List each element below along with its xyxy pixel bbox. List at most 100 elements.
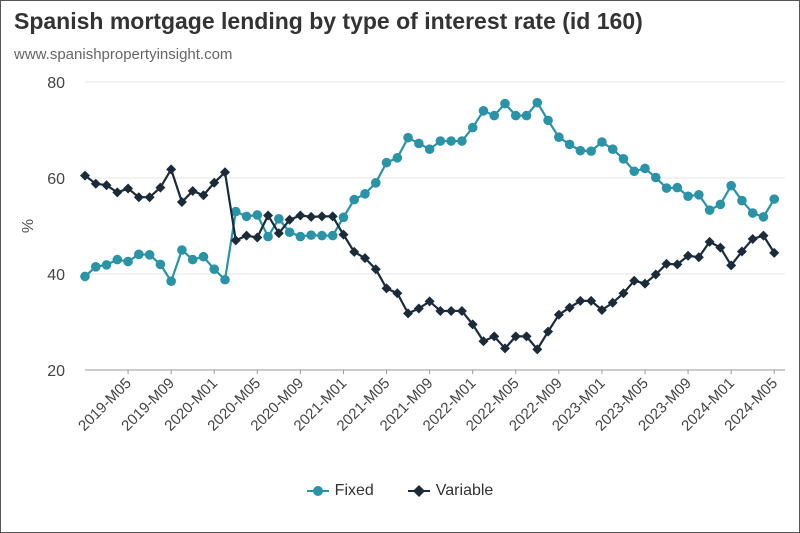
data-point-fixed <box>694 190 704 200</box>
data-point-variable <box>683 250 694 261</box>
data-point-fixed <box>758 212 769 222</box>
data-point-fixed <box>726 180 736 191</box>
data-point-fixed <box>769 194 780 204</box>
data-point-variable <box>403 308 414 319</box>
data-point-variable <box>672 259 683 270</box>
data-point-fixed <box>543 115 553 126</box>
data-point-fixed <box>112 254 123 265</box>
data-point-fixed <box>187 254 198 265</box>
data-point-fixed <box>306 230 316 240</box>
data-point-fixed <box>457 136 467 146</box>
data-point-fixed <box>467 122 478 133</box>
data-point-fixed <box>403 132 413 143</box>
data-point-variable <box>435 305 446 316</box>
data-point-fixed <box>478 106 489 116</box>
data-point-fixed <box>349 194 360 205</box>
data-point-variable <box>360 253 370 264</box>
data-point-fixed <box>629 166 640 177</box>
data-point-fixed <box>263 231 273 242</box>
y-tick-label: 80 <box>47 75 65 92</box>
data-point-fixed <box>446 136 456 146</box>
legend-variable-label: Variable <box>435 482 494 499</box>
data-point-fixed <box>198 251 209 262</box>
data-point-fixed <box>295 231 306 242</box>
data-point-variable <box>489 331 500 342</box>
data-point-variable <box>112 187 123 198</box>
data-point-fixed <box>252 210 263 220</box>
data-point-variable <box>295 210 306 221</box>
data-point-variable <box>607 297 618 308</box>
data-point-variable <box>392 288 403 299</box>
data-point-variable <box>284 214 295 225</box>
data-point-variable <box>564 302 575 313</box>
data-point-fixed <box>737 195 747 206</box>
data-point-variable <box>456 305 467 316</box>
data-point-fixed <box>134 249 144 260</box>
data-point-variable <box>424 296 435 307</box>
y-axis-label: % <box>20 219 37 233</box>
legend-item-variable[interactable]: Variable <box>407 482 494 500</box>
data-point-fixed <box>360 189 370 199</box>
data-point-fixed <box>532 97 543 108</box>
data-point-fixed <box>747 208 758 218</box>
data-point-variable <box>381 283 392 294</box>
data-point-variable <box>500 343 510 354</box>
data-point-variable <box>316 211 327 222</box>
data-point-variable <box>532 344 543 355</box>
data-point-fixed <box>424 144 435 154</box>
legend-variable-marker-icon <box>407 485 430 497</box>
data-point-fixed <box>144 250 155 260</box>
data-point-variable <box>726 260 737 271</box>
data-point-variable <box>715 242 726 253</box>
data-point-variable <box>553 309 564 320</box>
data-point-fixed <box>381 157 392 168</box>
data-point-variable <box>101 180 112 191</box>
data-point-variable <box>629 275 640 286</box>
chart-legend: Fixed Variable <box>0 482 800 500</box>
data-point-variable <box>230 235 241 246</box>
y-tick-label: 40 <box>47 267 65 284</box>
data-point-variable <box>327 211 338 222</box>
data-point-variable <box>758 230 769 241</box>
data-point-fixed <box>661 183 672 193</box>
data-point-variable <box>263 210 274 221</box>
data-point-fixed <box>155 259 166 270</box>
data-point-fixed <box>370 178 381 188</box>
data-point-variable <box>586 295 597 306</box>
chart-title: Spanish mortgage lending by type of inte… <box>14 8 643 34</box>
data-point-variable <box>596 305 607 315</box>
data-point-variable <box>704 236 715 247</box>
data-point-variable <box>747 233 758 244</box>
data-point-variable <box>220 167 230 178</box>
series-line-fixed <box>85 100 776 284</box>
data-point-variable <box>661 258 672 269</box>
data-point-variable <box>575 295 586 306</box>
data-point-fixed <box>327 230 338 241</box>
data-point-fixed <box>90 262 101 272</box>
data-point-fixed <box>607 144 618 154</box>
data-point-fixed <box>554 132 564 142</box>
data-point-variable <box>467 319 478 330</box>
data-point-variable <box>521 331 532 342</box>
data-point-fixed <box>510 110 521 121</box>
data-point-variable <box>338 229 349 240</box>
data-point-variable <box>166 164 177 175</box>
data-point-fixed <box>650 172 661 183</box>
data-point-fixed <box>597 137 607 147</box>
data-point-variable <box>144 192 155 203</box>
data-point-variable <box>155 182 166 193</box>
data-point-variable <box>176 197 187 207</box>
y-tick-label: 60 <box>47 171 65 188</box>
data-point-fixed <box>575 145 586 156</box>
data-point-fixed <box>521 110 532 121</box>
data-point-fixed <box>640 163 650 174</box>
legend-item-fixed[interactable]: Fixed <box>306 482 374 500</box>
data-point-variable <box>370 264 381 275</box>
data-point-fixed <box>392 153 403 163</box>
data-point-fixed <box>230 206 241 217</box>
data-point-variable <box>252 232 263 243</box>
data-point-fixed <box>704 205 715 215</box>
data-point-fixed <box>123 256 133 267</box>
data-point-fixed <box>435 136 446 146</box>
